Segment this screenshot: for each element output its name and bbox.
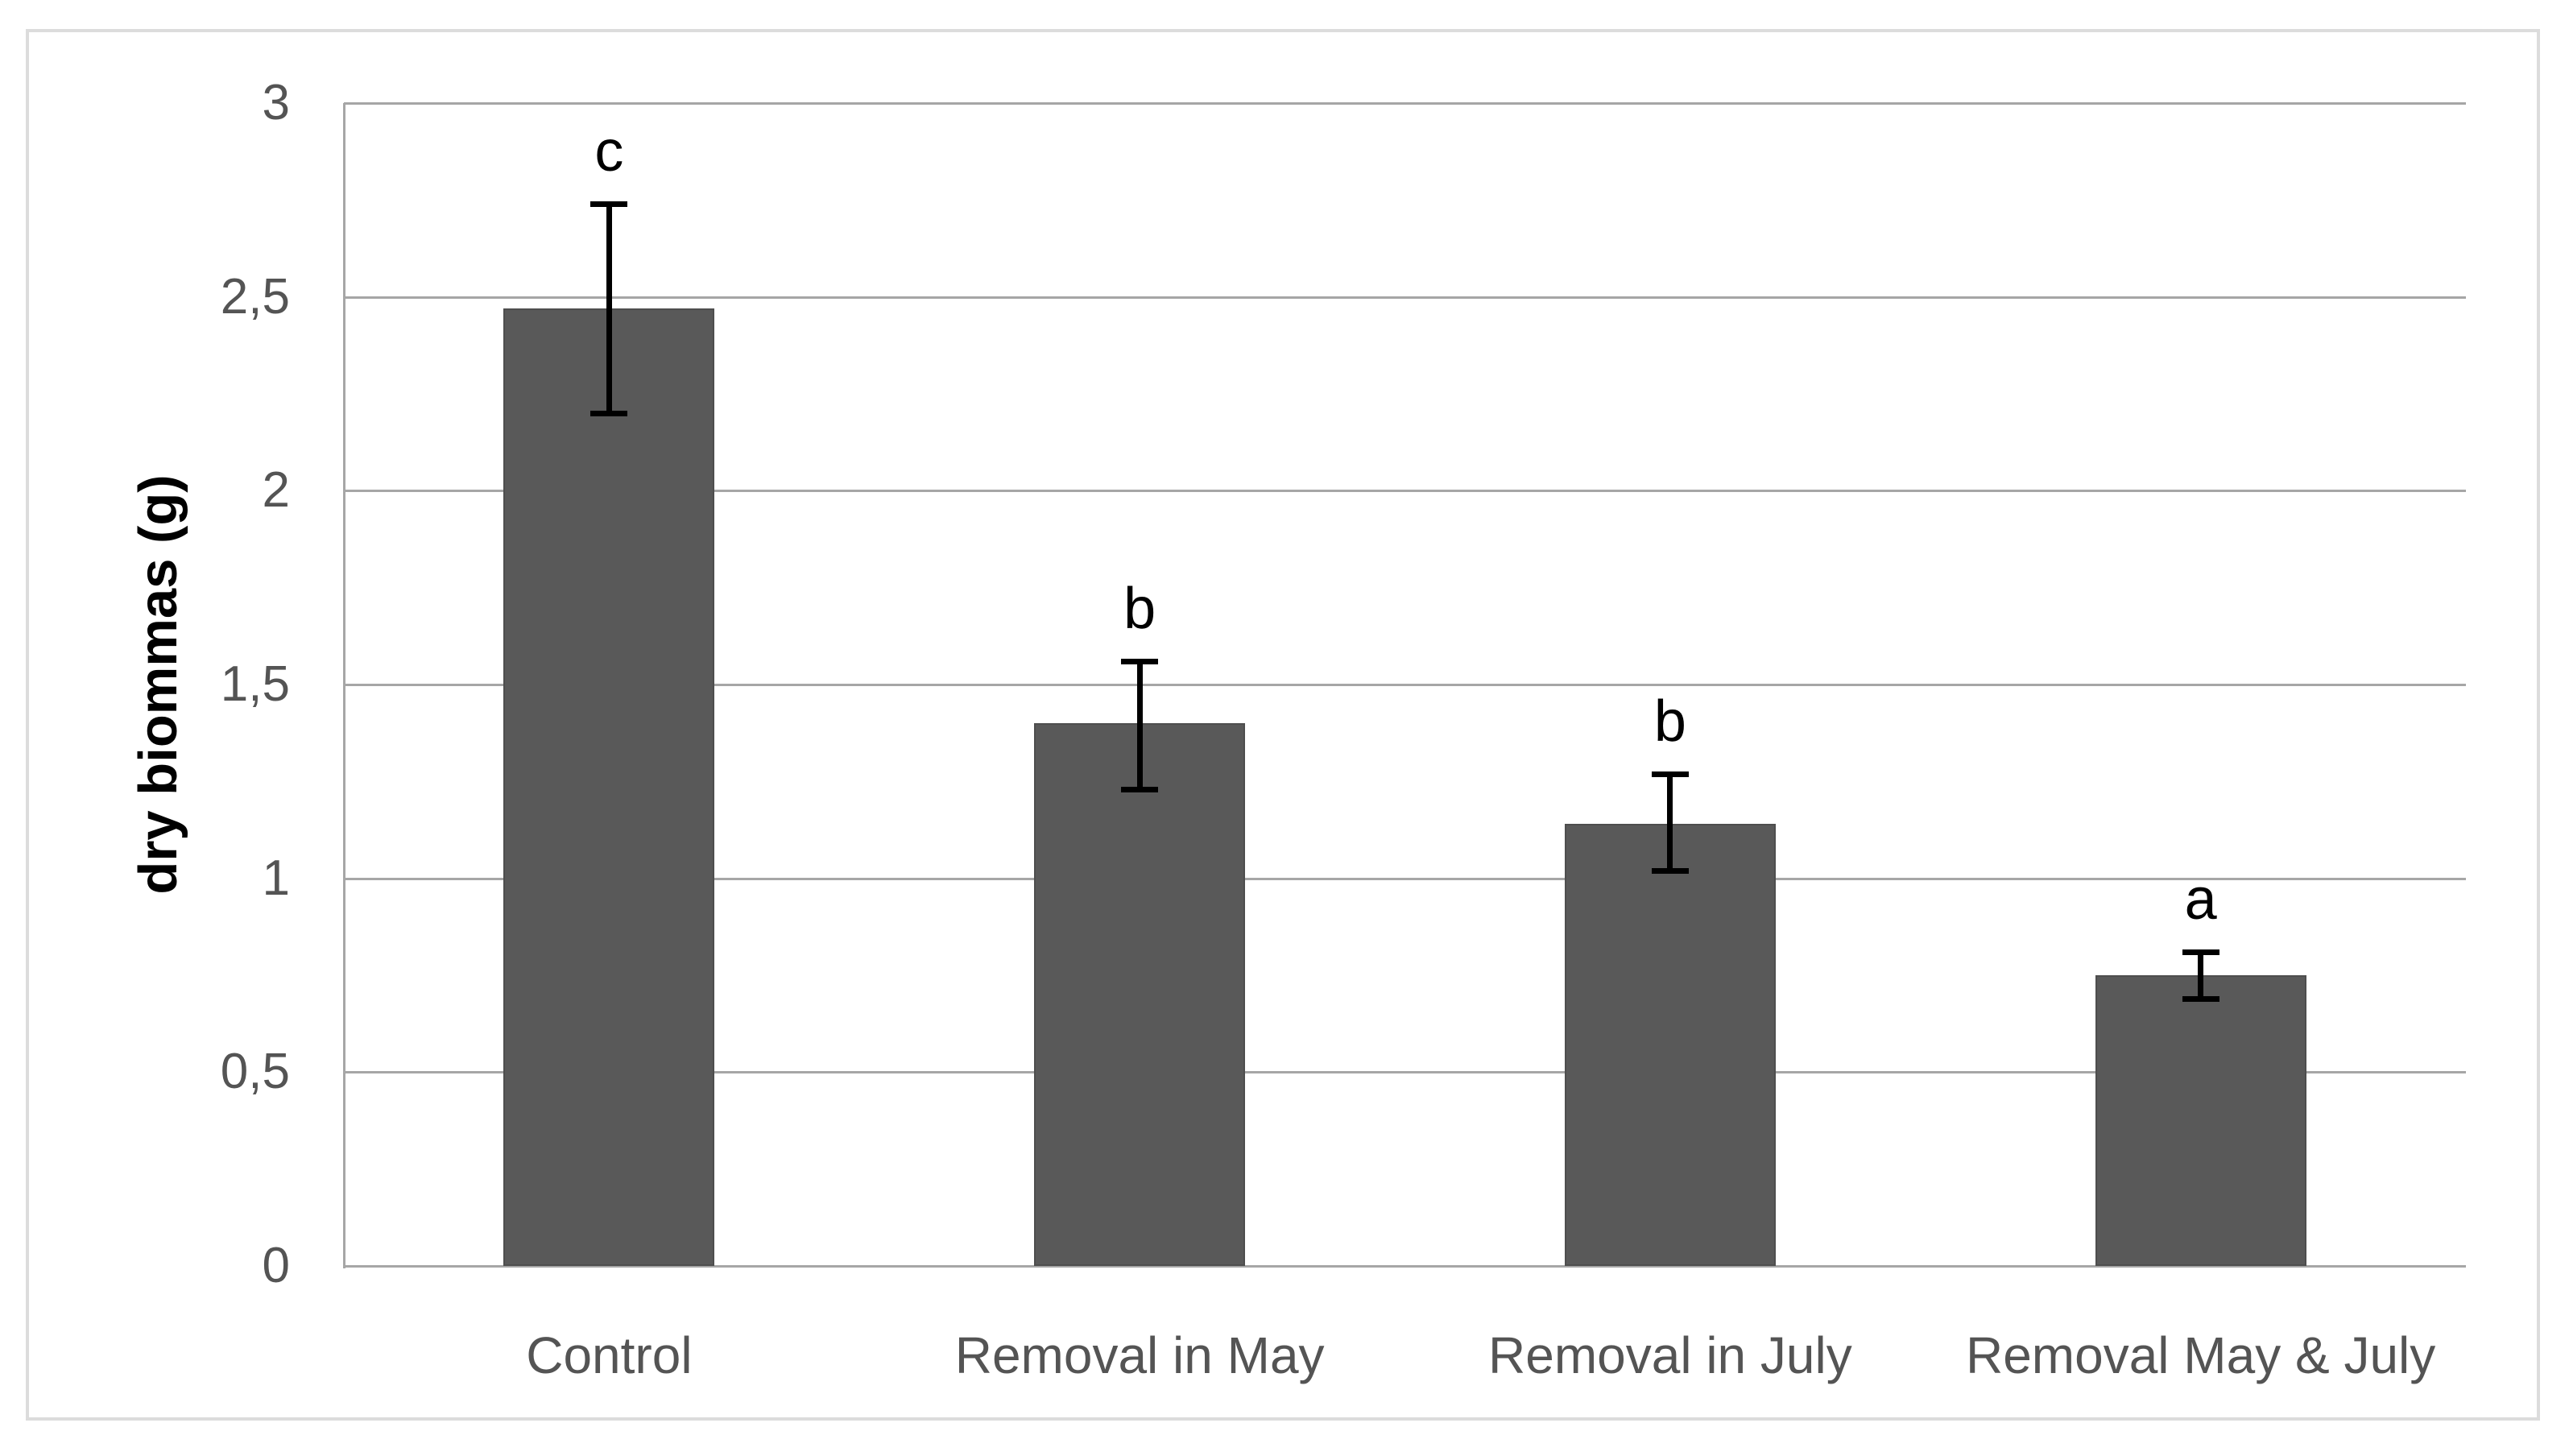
error-bar-top-cap — [590, 201, 628, 208]
y-axis-line — [343, 103, 345, 1268]
gridline — [344, 490, 2466, 493]
x-axis-line — [344, 1265, 2466, 1268]
bar — [1034, 723, 1246, 1266]
y-tick-label: 2 — [262, 462, 290, 519]
category-label: Removal in May — [954, 1326, 1325, 1384]
error-bar-line — [1136, 661, 1143, 789]
y-tick-label: 0 — [262, 1238, 290, 1293]
error-bar-bottom-cap — [1651, 868, 1689, 875]
gridline — [344, 296, 2466, 299]
gridline — [344, 102, 2466, 105]
category-label: Removal in July — [1488, 1326, 1852, 1384]
bar — [1564, 824, 1776, 1266]
y-tick-label: 1 — [262, 850, 290, 906]
error-bar-top-cap — [1651, 771, 1689, 777]
error-bar-line — [606, 204, 612, 414]
significance-letter: c — [594, 119, 624, 184]
category-label: Removal May & July — [1965, 1326, 2436, 1384]
error-bar-line — [2198, 952, 2204, 999]
gridline — [344, 1071, 2466, 1074]
error-bar-top-cap — [1121, 659, 1159, 665]
gridline — [344, 684, 2466, 686]
bar — [503, 308, 715, 1266]
y-tick-label: 0,5 — [220, 1044, 290, 1100]
gridline — [344, 877, 2466, 880]
bar — [2095, 975, 2306, 1266]
significance-letter: a — [2184, 867, 2217, 933]
error-bar-bottom-cap — [590, 411, 628, 417]
y-tick-label: 1,5 — [220, 656, 290, 712]
y-tick-label: 2,5 — [220, 268, 290, 325]
category-label: Control — [526, 1326, 693, 1384]
significance-letter: b — [1653, 689, 1686, 754]
error-bar-bottom-cap — [1121, 786, 1159, 792]
significance-letter: b — [1123, 577, 1156, 642]
y-tick-label: 3 — [262, 75, 290, 130]
error-bar-top-cap — [2182, 949, 2219, 956]
error-bar-bottom-cap — [2182, 995, 2219, 1002]
error-bar-line — [1667, 773, 1673, 871]
